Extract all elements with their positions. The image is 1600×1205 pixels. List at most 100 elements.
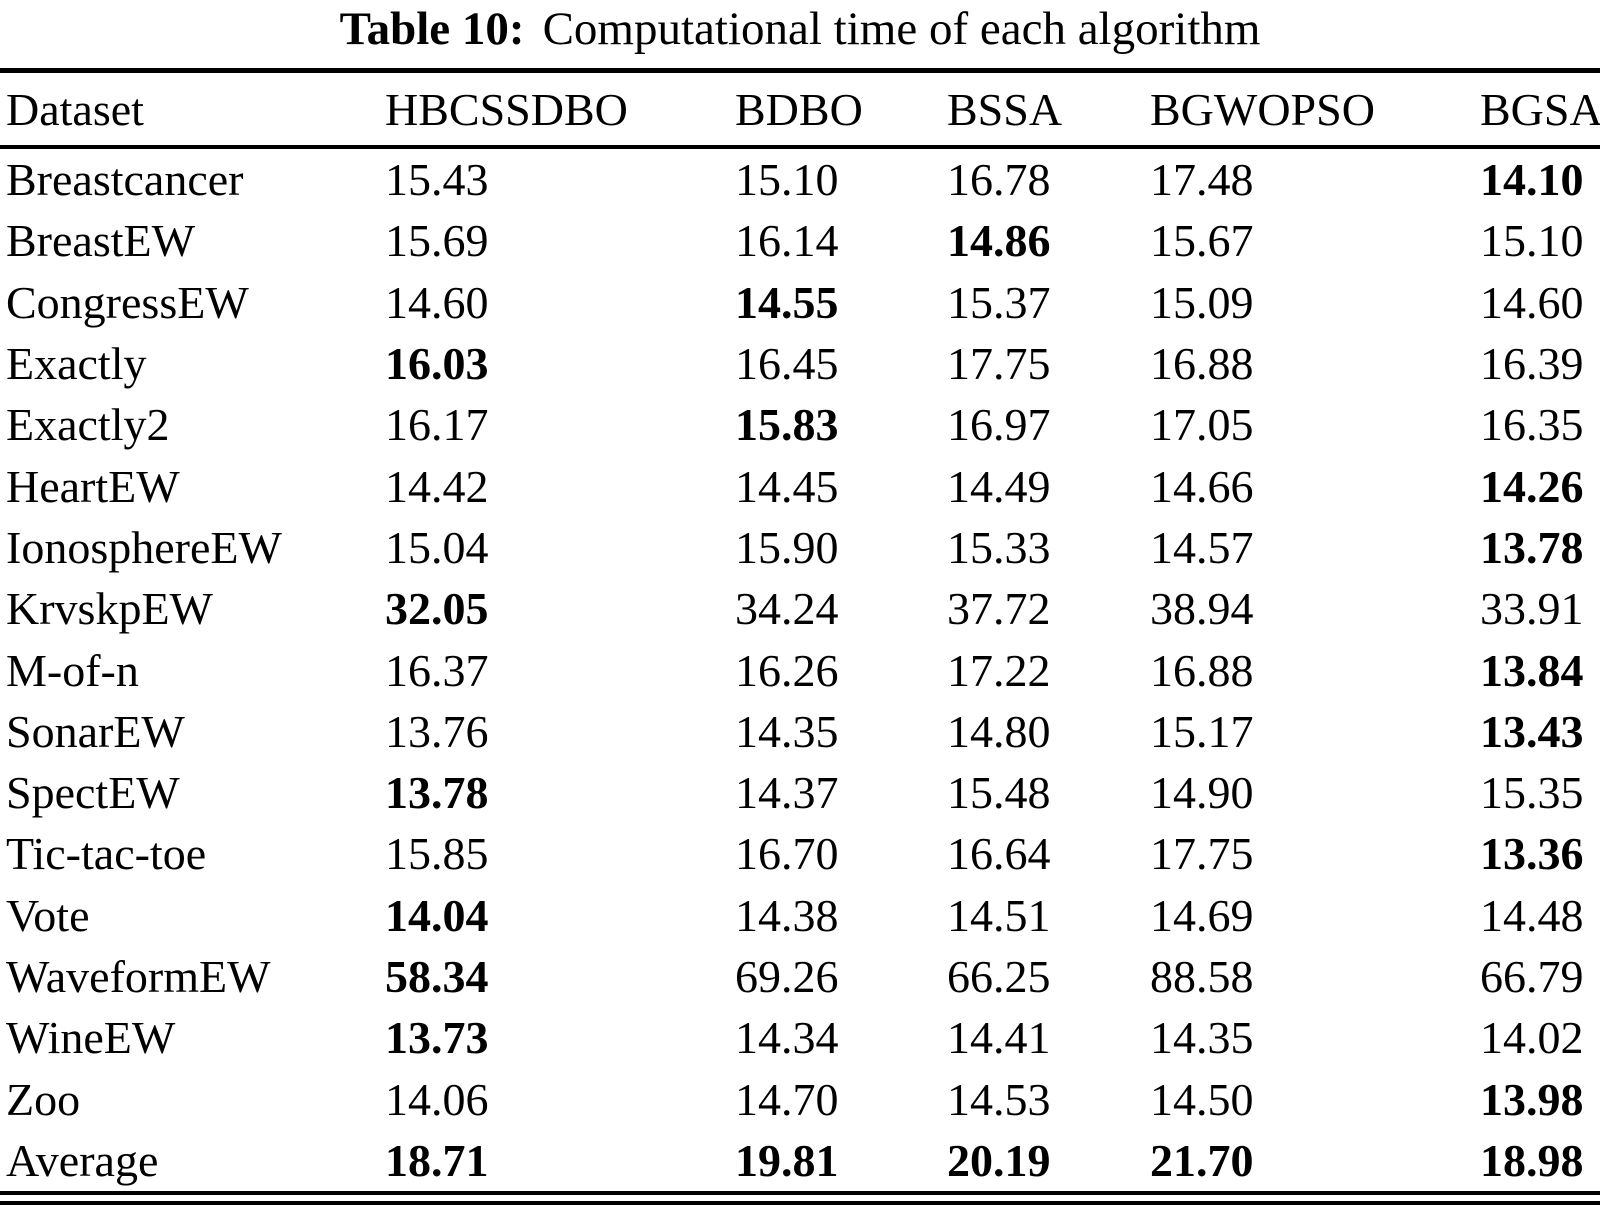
value-cell: 16.35: [1480, 399, 1584, 451]
value-cell: 16.26: [735, 644, 839, 696]
value-cell: 17.75: [947, 338, 1051, 390]
value-cell: 13.98: [1480, 1073, 1584, 1125]
dataset-cell: WaveformEW: [6, 951, 271, 1002]
value-cell: 16.78: [947, 154, 1051, 206]
value-cell: 14.45: [735, 460, 839, 512]
value-cell: 66.25: [947, 951, 1051, 1002]
value-cell: 14.38: [735, 889, 839, 941]
value-cell: 66.79: [1480, 951, 1584, 1002]
value-cell: 58.34: [385, 951, 489, 1002]
value-cell: 69.26: [735, 951, 839, 1002]
value-cell: 16.37: [385, 644, 489, 696]
value-cell: 15.43: [385, 154, 489, 206]
table-row: M-of-n 16.37 16.26 17.22 16.88 13.84: [0, 639, 1600, 700]
value-cell: 32.05: [385, 583, 489, 635]
table-row: Exactly2 16.17 15.83 16.97 17.05 16.35: [0, 394, 1600, 455]
dataset-cell: KrvskpEW: [6, 583, 213, 635]
value-cell: 15.90: [735, 521, 839, 573]
column-header-bdbo: BDBO: [735, 70, 947, 149]
value-cell: 16.88: [1150, 644, 1254, 696]
header-row: Dataset HBCSSDBO BDBO BSSA BGWOPSO BGSA: [0, 70, 1600, 149]
value-cell: 14.55: [735, 276, 839, 328]
value-cell: 13.73: [385, 1012, 489, 1064]
value-cell: 14.60: [385, 276, 489, 328]
value-cell: 17.22: [947, 644, 1051, 696]
value-cell: 14.86: [947, 215, 1051, 267]
dataset-cell: WineEW: [6, 1012, 176, 1064]
value-cell: 13.78: [1480, 521, 1584, 573]
value-cell: 15.69: [385, 215, 489, 267]
value-cell: 15.48: [947, 767, 1051, 819]
table-row: SpectEW 13.78 14.37 15.48 14.90 15.35: [0, 762, 1600, 823]
value-cell: 16.17: [385, 399, 489, 451]
caption-text: Computational time of each algorithm: [542, 3, 1261, 55]
value-cell: 15.35: [1480, 767, 1584, 819]
value-cell: 15.33: [947, 521, 1051, 573]
dataset-cell: IonosphereEW: [6, 521, 282, 573]
value-cell: 18.71: [385, 1134, 489, 1186]
table-caption: Table 10: Computational time of each algo…: [0, 0, 1600, 58]
table-row: Vote 14.04 14.38 14.51 14.69 14.48: [0, 885, 1600, 946]
computational-time-table: Dataset HBCSSDBO BDBO BSSA BGWOPSO BGSA …: [0, 68, 1600, 1196]
value-cell: 15.10: [735, 154, 839, 206]
value-cell: 14.42: [385, 460, 489, 512]
value-cell: 34.24: [735, 583, 839, 635]
dataset-cell: SonarEW: [6, 705, 185, 757]
value-cell: 16.03: [385, 338, 489, 390]
value-cell: 14.53: [947, 1073, 1051, 1125]
value-cell: 14.70: [735, 1073, 839, 1125]
value-cell: 13.36: [1480, 828, 1584, 880]
dataset-cell: Exactly: [6, 338, 147, 390]
table-row: Average 18.71 19.81 20.19 21.70 18.98: [0, 1130, 1600, 1193]
value-cell: 21.70: [1150, 1134, 1254, 1186]
column-header-hbcssdbo: HBCSSDBO: [385, 70, 735, 149]
dataset-cell: HeartEW: [6, 460, 180, 512]
value-cell: 38.94: [1150, 583, 1254, 635]
column-header-bgwopso: BGWOPSO: [1150, 70, 1480, 149]
value-cell: 14.60: [1480, 276, 1584, 328]
value-cell: 18.98: [1480, 1134, 1584, 1186]
value-cell: 14.69: [1150, 889, 1254, 941]
dataset-cell: SpectEW: [6, 767, 180, 819]
value-cell: 17.48: [1150, 154, 1254, 206]
dataset-cell: Exactly2: [6, 399, 170, 451]
value-cell: 13.84: [1480, 644, 1584, 696]
value-cell: 16.97: [947, 399, 1051, 451]
value-cell: 15.83: [735, 399, 839, 451]
value-cell: 15.17: [1150, 705, 1254, 757]
value-cell: 33.91: [1480, 583, 1584, 635]
value-cell: 14.51: [947, 889, 1051, 941]
table-row: Exactly 16.03 16.45 17.75 16.88 16.39: [0, 333, 1600, 394]
value-cell: 13.78: [385, 767, 489, 819]
value-cell: 17.75: [1150, 828, 1254, 880]
value-cell: 15.10: [1480, 215, 1584, 267]
dataset-cell: Vote: [6, 889, 90, 941]
dataset-cell: BreastEW: [6, 215, 196, 267]
value-cell: 14.80: [947, 705, 1051, 757]
value-cell: 14.06: [385, 1073, 489, 1125]
column-header-bgsa: BGSA: [1480, 70, 1600, 149]
dataset-cell: Breastcancer: [6, 154, 244, 206]
value-cell: 15.09: [1150, 276, 1254, 328]
value-cell: 14.90: [1150, 767, 1254, 819]
value-cell: 16.39: [1480, 338, 1584, 390]
value-cell: 14.34: [735, 1012, 839, 1064]
value-cell: 13.76: [385, 705, 489, 757]
bottom-rule: [0, 1201, 1600, 1205]
value-cell: 16.14: [735, 215, 839, 267]
table-row: CongressEW 14.60 14.55 15.37 15.09 14.60: [0, 272, 1600, 333]
value-cell: 14.37: [735, 767, 839, 819]
table-row: SonarEW 13.76 14.35 14.80 15.17 13.43: [0, 701, 1600, 762]
value-cell: 15.85: [385, 828, 489, 880]
value-cell: 14.57: [1150, 521, 1254, 573]
value-cell: 14.26: [1480, 460, 1584, 512]
value-cell: 14.35: [1150, 1012, 1254, 1064]
caption-label: Table 10:: [339, 3, 525, 55]
dataset-cell: CongressEW: [6, 276, 249, 328]
column-header-bssa: BSSA: [947, 70, 1150, 149]
table-row: Zoo 14.06 14.70 14.53 14.50 13.98: [0, 1068, 1600, 1129]
table-row: HeartEW 14.42 14.45 14.49 14.66 14.26: [0, 455, 1600, 516]
value-cell: 19.81: [735, 1134, 839, 1186]
value-cell: 20.19: [947, 1134, 1051, 1186]
dataset-cell: Average: [6, 1134, 159, 1186]
